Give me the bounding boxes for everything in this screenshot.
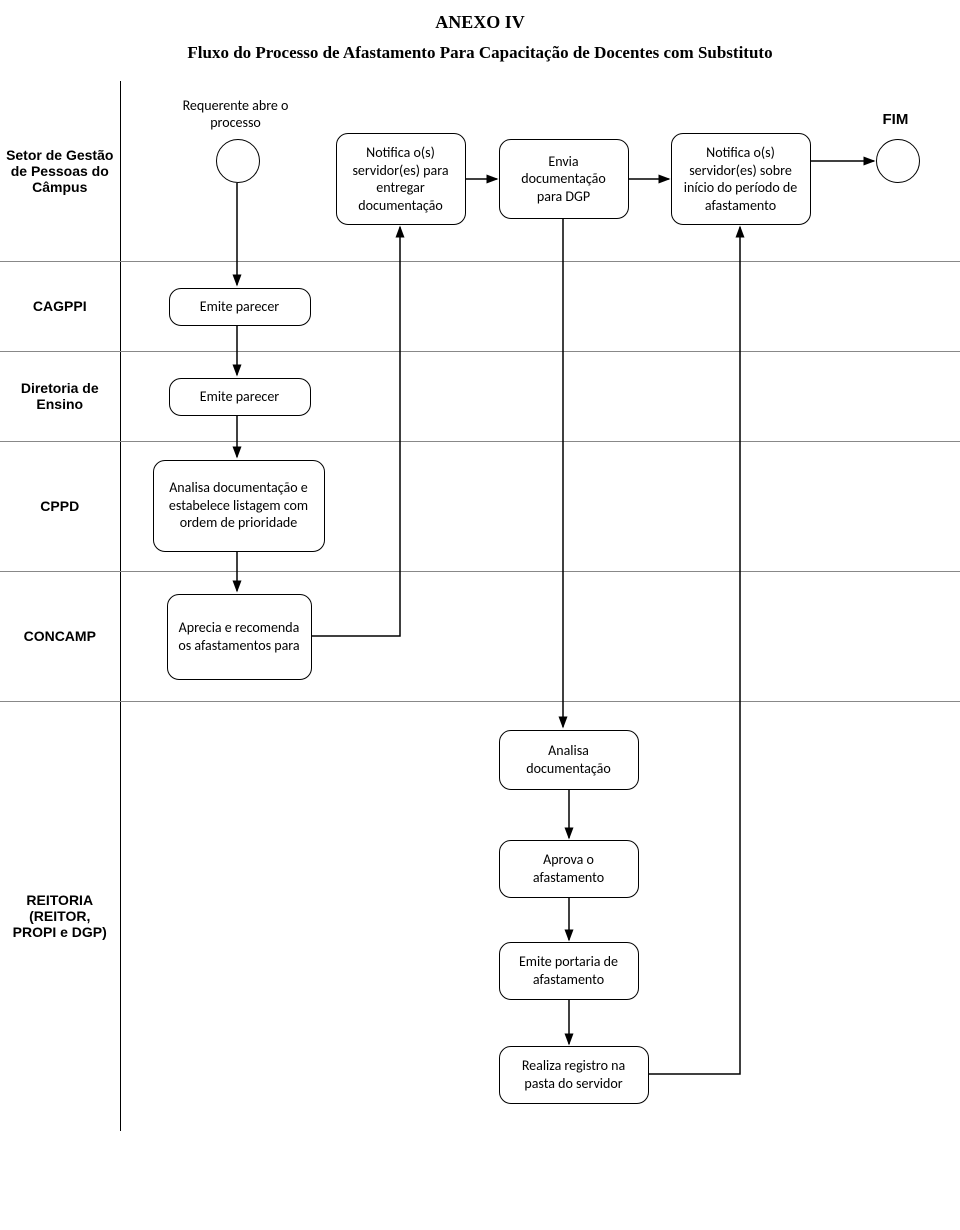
node-analisa-doc: Analisa documentação [499,730,639,790]
page-title: ANEXO IV [0,12,960,33]
node-emite-parecer-cagppi: Emite parecer [169,288,311,326]
lane-label-cagppi: CAGPPI [0,261,120,351]
lane-label-diretoria: Diretoria de Ensino [0,351,120,441]
swimlane-table: Setor de Gestão de Pessoas do Câmpus Req… [0,81,960,1131]
page-subtitle: Fluxo do Processo de Afastamento Para Ca… [0,43,960,63]
node-envia-doc: Envia documentação para DGP [499,139,629,219]
node-aprova: Aprova o afastamento [499,840,639,898]
node-notifica-inicio: Notifica o(s) servidor(es) sobre início … [671,133,811,225]
node-concamp-aprecia: Aprecia e recomenda os afastamentos para [167,594,312,680]
lane-label-reitoria: REITORIA (REITOR, PROPI e DGP) [0,701,120,1131]
node-notifica-entregar: Notifica o(s) servidor(es) para entregar… [336,133,466,225]
fim-label: FIM [883,111,909,128]
node-cppd-analisa: Analisa documentação e estabelece listag… [153,460,325,552]
lane-label-concamp: CONCAMP [0,571,120,701]
start-circle [216,139,260,183]
lane-label-setor: Setor de Gestão de Pessoas do Câmpus [0,81,120,261]
node-emite-parecer-diretoria: Emite parecer [169,378,311,416]
end-circle [876,139,920,183]
node-realiza-registro: Realiza registro na pasta do servidor [499,1046,649,1104]
requerente-text: Requerente abre o processo [161,97,311,131]
node-emite-portaria: Emite portaria de afastamento [499,942,639,1000]
lane-label-cppd: CPPD [0,441,120,571]
